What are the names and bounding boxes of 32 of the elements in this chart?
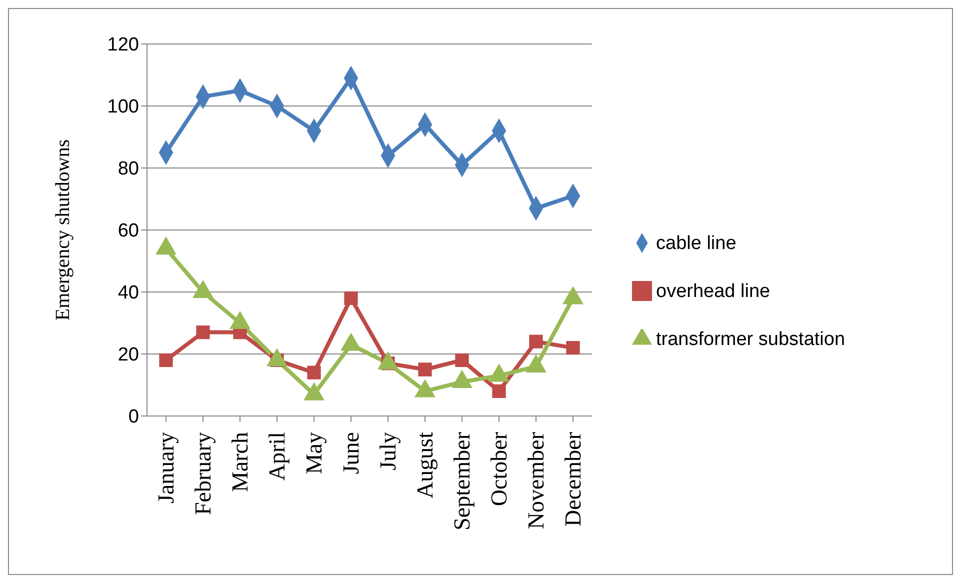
point	[418, 362, 432, 376]
x-tick-label: March	[228, 432, 252, 492]
point	[344, 291, 358, 306]
y-tick-label: 80	[118, 158, 139, 180]
point	[196, 325, 210, 340]
x-tick-label: November	[524, 432, 548, 530]
point	[529, 334, 543, 348]
x-tick-label: September	[450, 432, 474, 530]
point	[455, 353, 469, 368]
y-tick-label: 60	[118, 220, 139, 242]
point	[159, 353, 173, 368]
legend-label: cable line	[656, 232, 736, 254]
y-tick-label: 0	[128, 406, 139, 428]
point	[566, 340, 580, 355]
x-tick-label: January	[154, 432, 178, 504]
x-tick-label: July	[376, 432, 400, 470]
point	[492, 384, 506, 398]
y-tick-label: 20	[118, 344, 139, 366]
y-tick-label: 120	[107, 34, 139, 56]
point	[307, 366, 321, 380]
legend-label: overhead line	[656, 280, 770, 302]
x-tick-label: August	[412, 431, 438, 498]
x-tick-label: February	[190, 432, 216, 516]
legend-label: transformer substation	[656, 328, 846, 350]
x-tick-label: October	[486, 432, 512, 506]
y-tick-label: 100	[107, 96, 139, 118]
y-axis-title: Emergency shutdowns	[52, 139, 74, 321]
x-tick-label: April	[264, 432, 290, 481]
x-tick-label: May	[302, 432, 326, 474]
x-tick-label: December	[560, 432, 586, 526]
x-tick-label: June	[338, 432, 364, 474]
y-tick-label: 40	[118, 282, 139, 304]
